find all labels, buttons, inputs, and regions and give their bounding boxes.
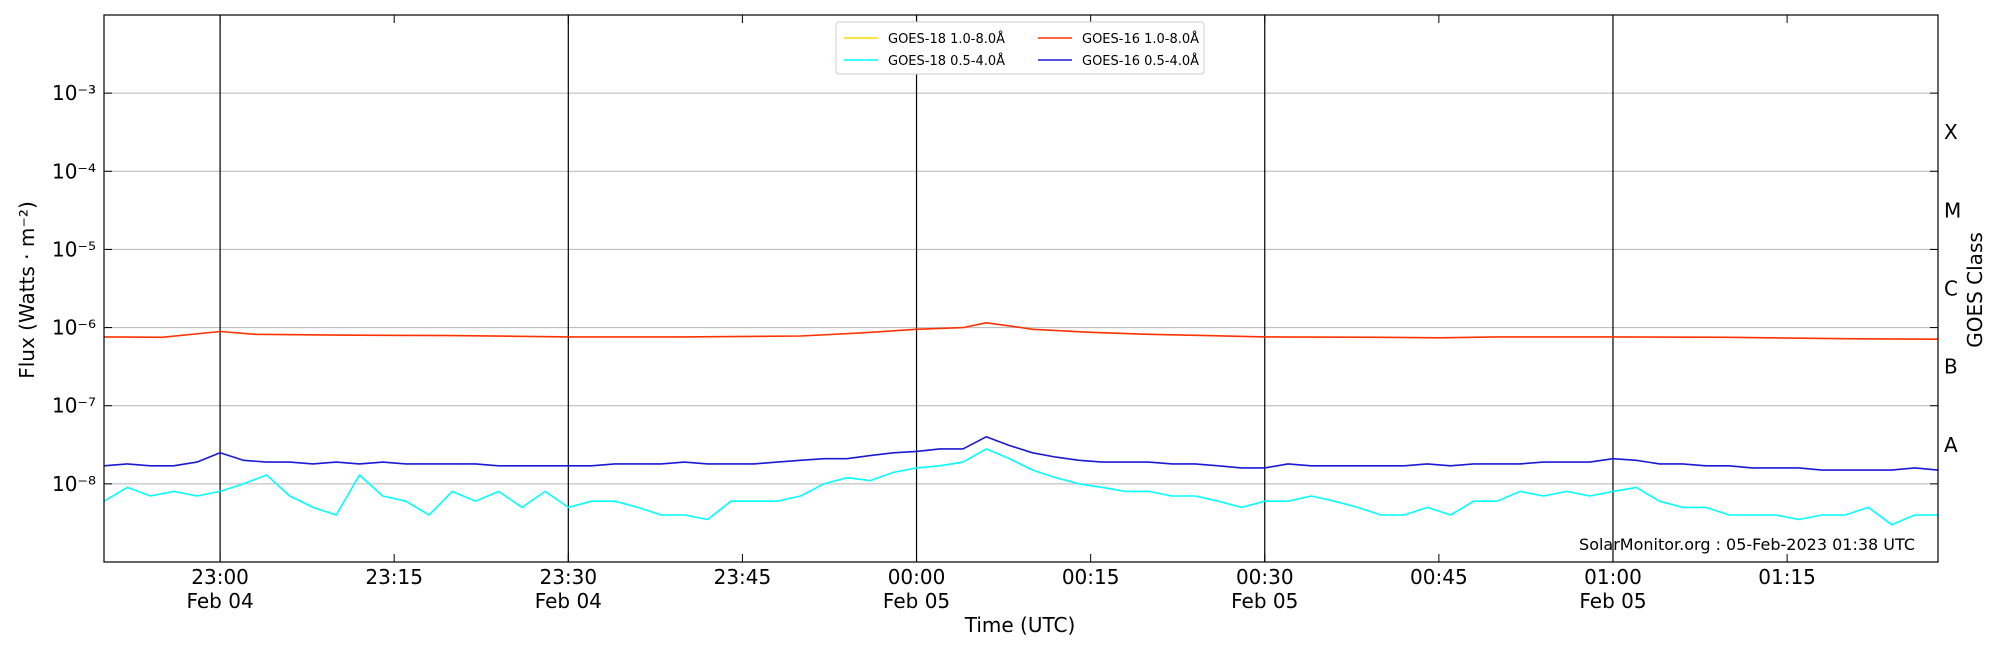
source-annotation: SolarMonitor.org : 05-Feb-2023 01:38 UTC	[1579, 535, 1915, 554]
y-tick-label: 10⁻⁵	[52, 237, 96, 261]
x-tick-date-label: Feb 05	[1231, 589, 1298, 613]
y-tick-label: 10⁻⁴	[52, 159, 96, 183]
y-tick-label: 10⁻⁶	[52, 316, 96, 340]
x-tick-label: 00:00	[888, 565, 946, 589]
legend-label: GOES-16 0.5-4.0Å	[1082, 53, 1199, 69]
x-tick-label: 23:30	[539, 565, 597, 589]
x-tick-date-label: Feb 04	[186, 589, 253, 613]
goes-class-label: C	[1944, 277, 1958, 301]
x-tick-label: 01:15	[1758, 565, 1816, 589]
legend: GOES-18 1.0-8.0Å GOES-18 0.5-4.0Å GOES-16 …	[835, 21, 1205, 75]
x-tick-date-label: Feb 04	[535, 589, 602, 613]
x-tick-label: 23:15	[365, 565, 423, 589]
x-tick-label: 23:00	[191, 565, 249, 589]
goes-class-label: B	[1944, 355, 1958, 379]
legend-label: GOES-18 1.0-8.0Å	[888, 31, 1005, 47]
y2-axis-title: GOES Class	[1963, 232, 1987, 348]
y-tick-label: 10⁻³	[52, 81, 96, 105]
series-line	[103, 448, 1938, 526]
plot-frame	[103, 14, 1939, 563]
series-line	[103, 322, 1939, 340]
legend-label: GOES-16 1.0-8.0Å	[1082, 31, 1199, 47]
goes-class-label: A	[1944, 433, 1958, 457]
goes-class-label: X	[1944, 120, 1958, 144]
x-tick-label: 00:15	[1062, 565, 1120, 589]
x-tick-label: 00:30	[1236, 565, 1294, 589]
x-axis-title: Time (UTC)	[964, 613, 1076, 637]
y-axis-title: Flux (Watts · m⁻²)	[15, 201, 39, 379]
x-tick-label: 00:45	[1410, 565, 1468, 589]
series-line	[103, 436, 1939, 471]
legend-box	[835, 21, 1205, 75]
x-tick-label: 23:45	[714, 565, 772, 589]
legend-label: GOES-18 0.5-4.0Å	[888, 53, 1005, 69]
x-tick-label: 01:00	[1584, 565, 1642, 589]
goes-class-label: M	[1944, 198, 1961, 222]
series-layer	[103, 322, 1939, 526]
y-tick-label: 10⁻⁸	[52, 472, 96, 496]
y-tick-label: 10⁻⁷	[52, 394, 96, 418]
x-tick-date-label: Feb 05	[1579, 589, 1646, 613]
x-tick-date-label: Feb 05	[883, 589, 950, 613]
